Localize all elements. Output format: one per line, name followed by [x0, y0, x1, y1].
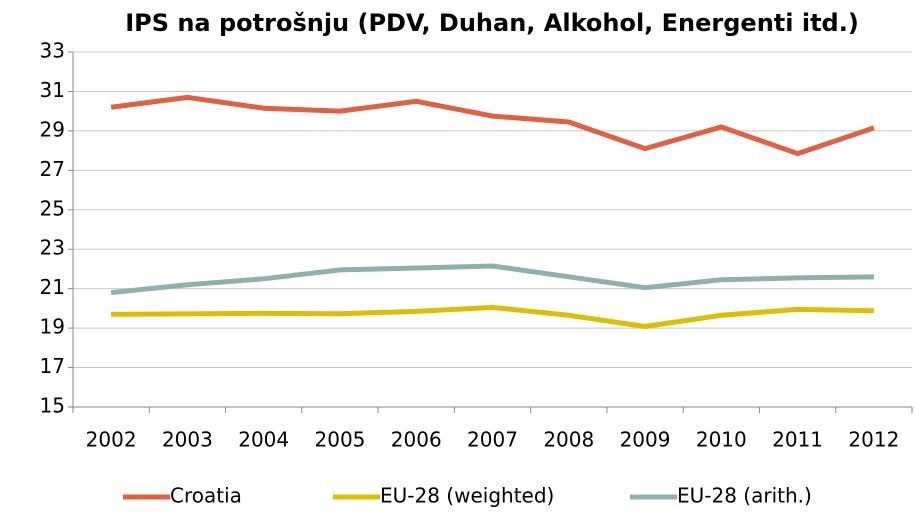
y-tick-label: 33 — [40, 39, 65, 63]
y-tick-label: 31 — [40, 78, 65, 102]
chart-title: IPS na potrošnju (PDV, Duhan, Alkohol, E… — [125, 9, 859, 37]
series-line — [110, 94, 875, 157]
x-tick-label: 2011 — [772, 428, 823, 452]
x-tick-label: 2005 — [315, 428, 366, 452]
y-tick-label: 19 — [40, 315, 65, 339]
x-tick-label: 2008 — [543, 428, 594, 452]
legend-label: Croatia — [170, 484, 242, 508]
y-tick-label: 27 — [40, 157, 65, 181]
x-tick-label: 2012 — [848, 428, 899, 452]
series-line — [111, 304, 874, 330]
y-tick-label: 29 — [40, 117, 65, 141]
y-tick-label: 25 — [40, 196, 65, 220]
x-tick-label: 2007 — [467, 428, 518, 452]
x-tick-label: 2009 — [620, 428, 671, 452]
x-tick-label: 2003 — [162, 428, 213, 452]
y-tick-label: 21 — [40, 275, 65, 299]
series-line — [110, 263, 874, 296]
legend-label: EU-28 (weighted) — [380, 484, 554, 508]
x-tick-label: 2006 — [391, 428, 442, 452]
y-tick-label: 17 — [40, 354, 65, 378]
x-tick-label: 2004 — [238, 428, 289, 452]
legend-label: EU-28 (arith.) — [677, 484, 812, 508]
x-tick-label: 2002 — [86, 428, 137, 452]
y-tick-label: 23 — [40, 236, 65, 260]
x-tick-label: 2010 — [696, 428, 747, 452]
y-tick-label: 15 — [40, 394, 65, 418]
